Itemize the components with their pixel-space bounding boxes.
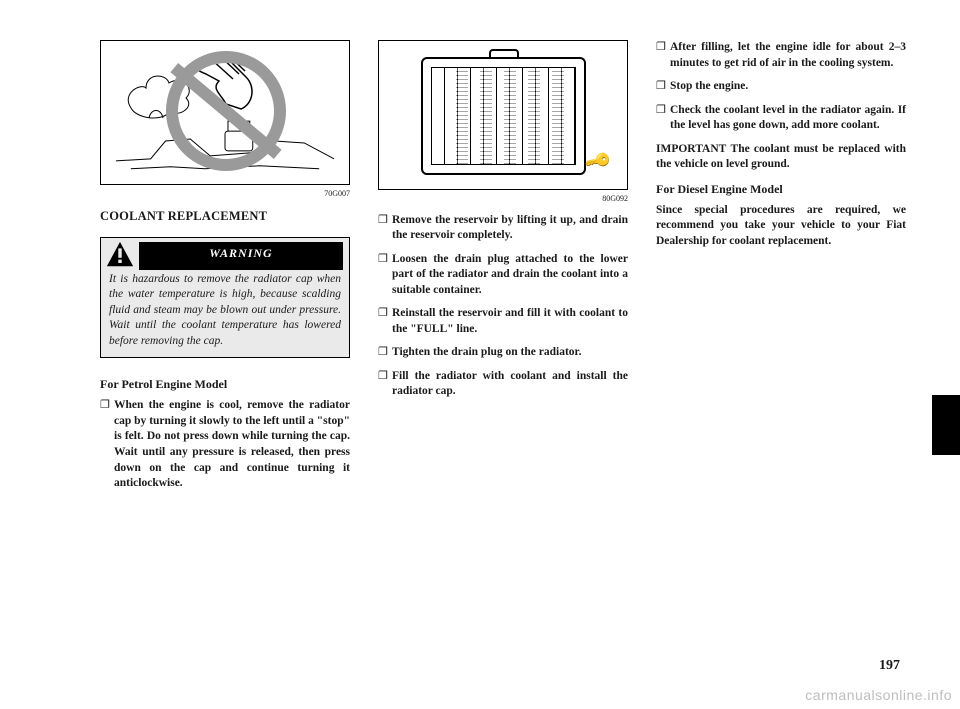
bullet-icon: ❐ xyxy=(656,79,670,95)
tank-fins xyxy=(431,67,576,165)
figure-2-number: 80G092 xyxy=(378,194,628,205)
bullet-icon: ❐ xyxy=(656,40,670,71)
list-item-text: Tighten the drain plug on the radiator. xyxy=(392,345,628,361)
bullet-icon: ❐ xyxy=(100,398,114,491)
figure-danger-radiator-cap xyxy=(100,40,350,185)
warning-header: WARNING xyxy=(101,238,349,270)
list-item-text: When the engine is cool, remove the radi… xyxy=(114,398,350,491)
figure-1-number: 70G007 xyxy=(100,189,350,200)
prohibition-slash-icon xyxy=(166,51,286,171)
list-item: ❐ Tighten the drain plug on the radiator… xyxy=(378,345,628,361)
bullet-icon: ❐ xyxy=(378,345,392,361)
important-note: IMPORTANT The coolant must be replaced w… xyxy=(656,142,906,173)
list-item: ❐ Fill the radiator with coolant and ins… xyxy=(378,369,628,400)
watermark: carmanualsonline.info xyxy=(805,687,952,703)
list-item-text: Fill the radiator with coolant and insta… xyxy=(392,369,628,400)
important-label: IMPORTANT xyxy=(656,143,726,155)
column-2: 🔑 80G092 ❐ Remove the reservoir by lifti… xyxy=(378,40,628,500)
list-item: ❐ Stop the engine. xyxy=(656,79,906,95)
diesel-text: Since special procedures are required, w… xyxy=(656,203,906,250)
tank-wave xyxy=(528,68,540,164)
bullet-icon: ❐ xyxy=(378,369,392,400)
list-item-text: Check the coolant level in the radiator … xyxy=(670,103,906,134)
list-item-text: Reinstall the reservoir and fill it with… xyxy=(392,306,628,337)
list-item: ❐ Loosen the drain plug attached to the … xyxy=(378,252,628,299)
list-item-text: Loosen the drain plug attached to the lo… xyxy=(392,252,628,299)
warning-triangle-icon xyxy=(101,238,139,270)
diesel-heading: For Diesel Engine Model xyxy=(656,181,906,197)
list-item: ❐ Remove the reservoir by lifting it up,… xyxy=(378,213,628,244)
page-number: 197 xyxy=(879,658,900,674)
tank-wave xyxy=(504,68,516,164)
column-1: 70G007 COOLANT REPLACEMENT WARNING It is… xyxy=(100,40,350,500)
warning-box: WARNING It is hazardous to remove the ra… xyxy=(100,237,350,359)
tank-wave xyxy=(456,68,468,164)
list-item-text: After filling, let the engine idle for a… xyxy=(670,40,906,71)
bullet-icon: ❐ xyxy=(656,103,670,134)
tank-body xyxy=(421,57,586,175)
page: 70G007 COOLANT REPLACEMENT WARNING It is… xyxy=(0,0,960,709)
bullet-icon: ❐ xyxy=(378,213,392,244)
bullet-icon: ❐ xyxy=(378,252,392,299)
warning-label: WARNING xyxy=(139,242,343,270)
list-item: ❐ Reinstall the reservoir and fill it wi… xyxy=(378,306,628,337)
tank-wave xyxy=(480,68,492,164)
list-item: ❐ When the engine is cool, remove the ra… xyxy=(100,398,350,491)
list-item-text: Remove the reservoir by lifting it up, a… xyxy=(392,213,628,244)
list-item: ❐ After filling, let the engine idle for… xyxy=(656,40,906,71)
drain-plug-key-icon: 🔑 xyxy=(582,145,614,177)
side-tab xyxy=(932,395,960,455)
bullet-icon: ❐ xyxy=(378,306,392,337)
warning-text: It is hazardous to remove the radiator c… xyxy=(101,270,349,358)
list-item: ❐ Check the coolant level in the radiato… xyxy=(656,103,906,134)
list-item-text: Stop the engine. xyxy=(670,79,906,95)
petrol-heading: For Petrol Engine Model xyxy=(100,376,350,392)
section-title: COOLANT REPLACEMENT xyxy=(100,208,350,225)
figure-radiator-tank: 🔑 xyxy=(378,40,628,190)
column-3: ❐ After filling, let the engine idle for… xyxy=(656,40,906,500)
content-columns: 70G007 COOLANT REPLACEMENT WARNING It is… xyxy=(100,40,900,500)
tank-wave xyxy=(552,68,564,164)
